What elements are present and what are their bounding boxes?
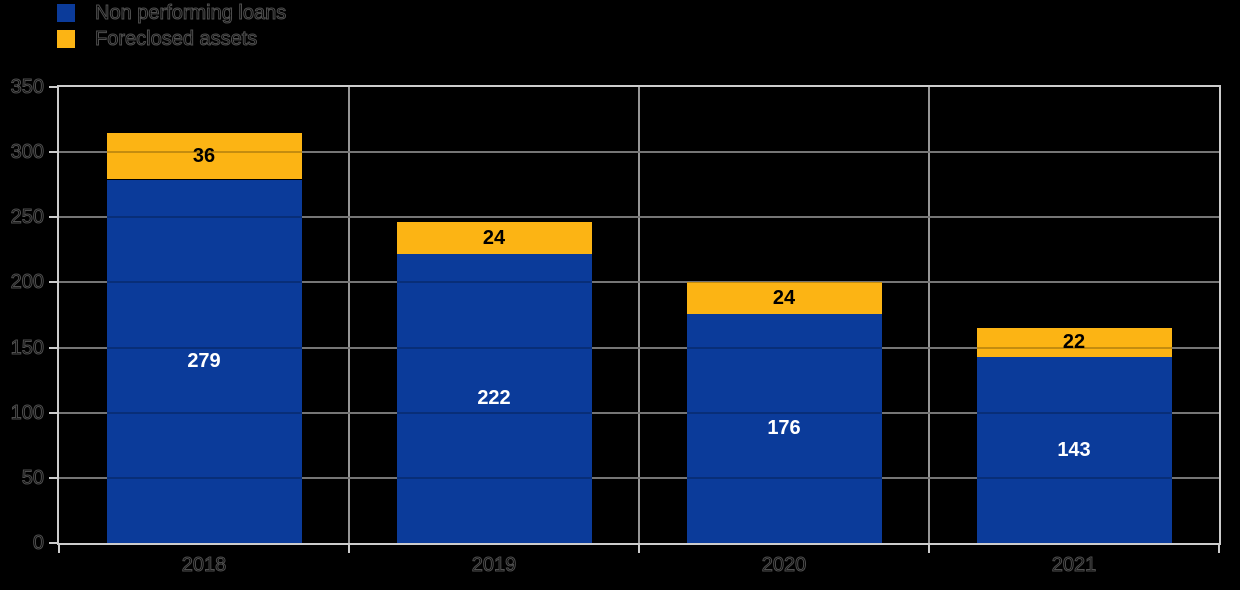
x-axis-tick-4 — [1218, 545, 1220, 553]
x-gridline-1 — [348, 87, 350, 543]
plot-area: 279 36 222 24 176 24 143 22 — [57, 85, 1221, 545]
legend-label: Non performing loans — [94, 2, 287, 24]
y-axis-tick-250 — [49, 216, 57, 219]
y-tick-label: 50 — [21, 466, 44, 489]
bar-value-label: 176 — [767, 417, 801, 440]
bar-segment-foreclosed-2020: 24 — [686, 282, 882, 314]
y-axis-tick-50 — [49, 476, 57, 479]
y-gridline-overlay-150 — [59, 346, 1219, 349]
x-tick-label-2020: 2020 — [761, 554, 807, 577]
bar-value-label: 24 — [482, 227, 506, 250]
bar-segment-npl-2021: 143 — [976, 356, 1172, 543]
legend-item-non-performing-loans: Non performing loans — [57, 2, 287, 24]
x-tick-label-2018: 2018 — [181, 554, 227, 577]
legend-item-foreclosed-assets: Foreclosed assets — [57, 28, 258, 50]
legend-label: Foreclosed assets — [94, 28, 258, 50]
y-axis-tick-100 — [49, 411, 57, 414]
y-gridline-overlay-50 — [59, 476, 1219, 479]
x-axis-tick-0 — [58, 545, 60, 553]
bar-segment-foreclosed-2019: 24 — [396, 222, 592, 254]
y-tick-label: 200 — [10, 271, 44, 294]
y-axis-tick-0 — [49, 542, 57, 544]
bar-segment-npl-2019: 222 — [396, 253, 592, 543]
bar-value-label: 22 — [1062, 331, 1086, 354]
x-axis-tick-3 — [928, 545, 930, 553]
x-tick-label-2019: 2019 — [471, 554, 517, 577]
x-tick-label-2021: 2021 — [1051, 554, 1097, 577]
bar-value-label: 222 — [477, 387, 511, 410]
y-axis-tick-150 — [49, 346, 57, 349]
bar-value-label: 36 — [192, 145, 216, 168]
y-gridline-overlay-300 — [59, 151, 1219, 154]
x-axis-tick-2 — [638, 545, 640, 553]
y-tick-label: 350 — [10, 76, 44, 99]
y-gridline-overlay-250 — [59, 216, 1219, 219]
x-axis-tick-1 — [348, 545, 350, 553]
y-tick-label: 0 — [32, 532, 44, 555]
bar-value-label: 143 — [1057, 438, 1091, 461]
y-gridline-overlay-100 — [59, 411, 1219, 414]
legend-swatch-blue — [57, 4, 75, 22]
x-gridline-3 — [928, 87, 930, 543]
bar-segment-npl-2020: 176 — [686, 313, 882, 543]
y-axis-tick-300 — [49, 151, 57, 154]
y-tick-label: 250 — [10, 206, 44, 229]
bar-value-label: 24 — [772, 287, 796, 310]
y-axis-tick-200 — [49, 281, 57, 284]
y-gridline-overlay-200 — [59, 281, 1219, 284]
bar-value-label: 279 — [187, 350, 221, 373]
y-tick-label: 150 — [10, 336, 44, 359]
y-tick-label: 100 — [10, 401, 44, 424]
legend-swatch-orange — [57, 30, 75, 48]
bar-segment-foreclosed-2021: 22 — [976, 328, 1172, 357]
y-tick-label: 300 — [10, 141, 44, 164]
y-axis-tick-350 — [49, 86, 57, 88]
bar-segment-foreclosed-2018: 36 — [106, 132, 302, 180]
x-gridline-2 — [638, 87, 640, 543]
bar-segment-npl-2018: 279 — [106, 179, 302, 543]
